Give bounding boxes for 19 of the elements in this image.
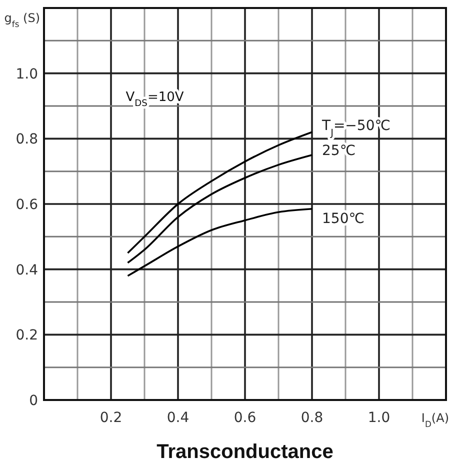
series-label: 150℃: [322, 210, 364, 227]
line-series: [126, 208, 313, 277]
x-tick-label: 0.4: [166, 410, 190, 426]
y-tick-label: 0.6: [16, 197, 38, 213]
x-axis-title: I$_{D}$(A): [421, 411, 449, 429]
y-tick-label: 0.4: [16, 262, 38, 278]
x-tick-label: 0.8: [300, 410, 324, 426]
y-tick-label: 0: [29, 393, 38, 409]
y-axis-title: g$_{fs}$ (S): [4, 11, 40, 29]
y-tick-label: 1.0: [16, 66, 38, 82]
x-tick-label: 0.6: [234, 410, 256, 426]
line-series: [126, 154, 313, 264]
text: Transconductance: [156, 441, 334, 463]
series-label: 25℃: [322, 143, 356, 159]
y-tick-label: 0.8: [16, 132, 38, 148]
line-series: [126, 131, 313, 254]
x-tick-label: 0.2: [100, 410, 122, 426]
y-tick-label: 0.2: [16, 328, 38, 344]
x-tick-label: 1.0: [368, 410, 390, 426]
